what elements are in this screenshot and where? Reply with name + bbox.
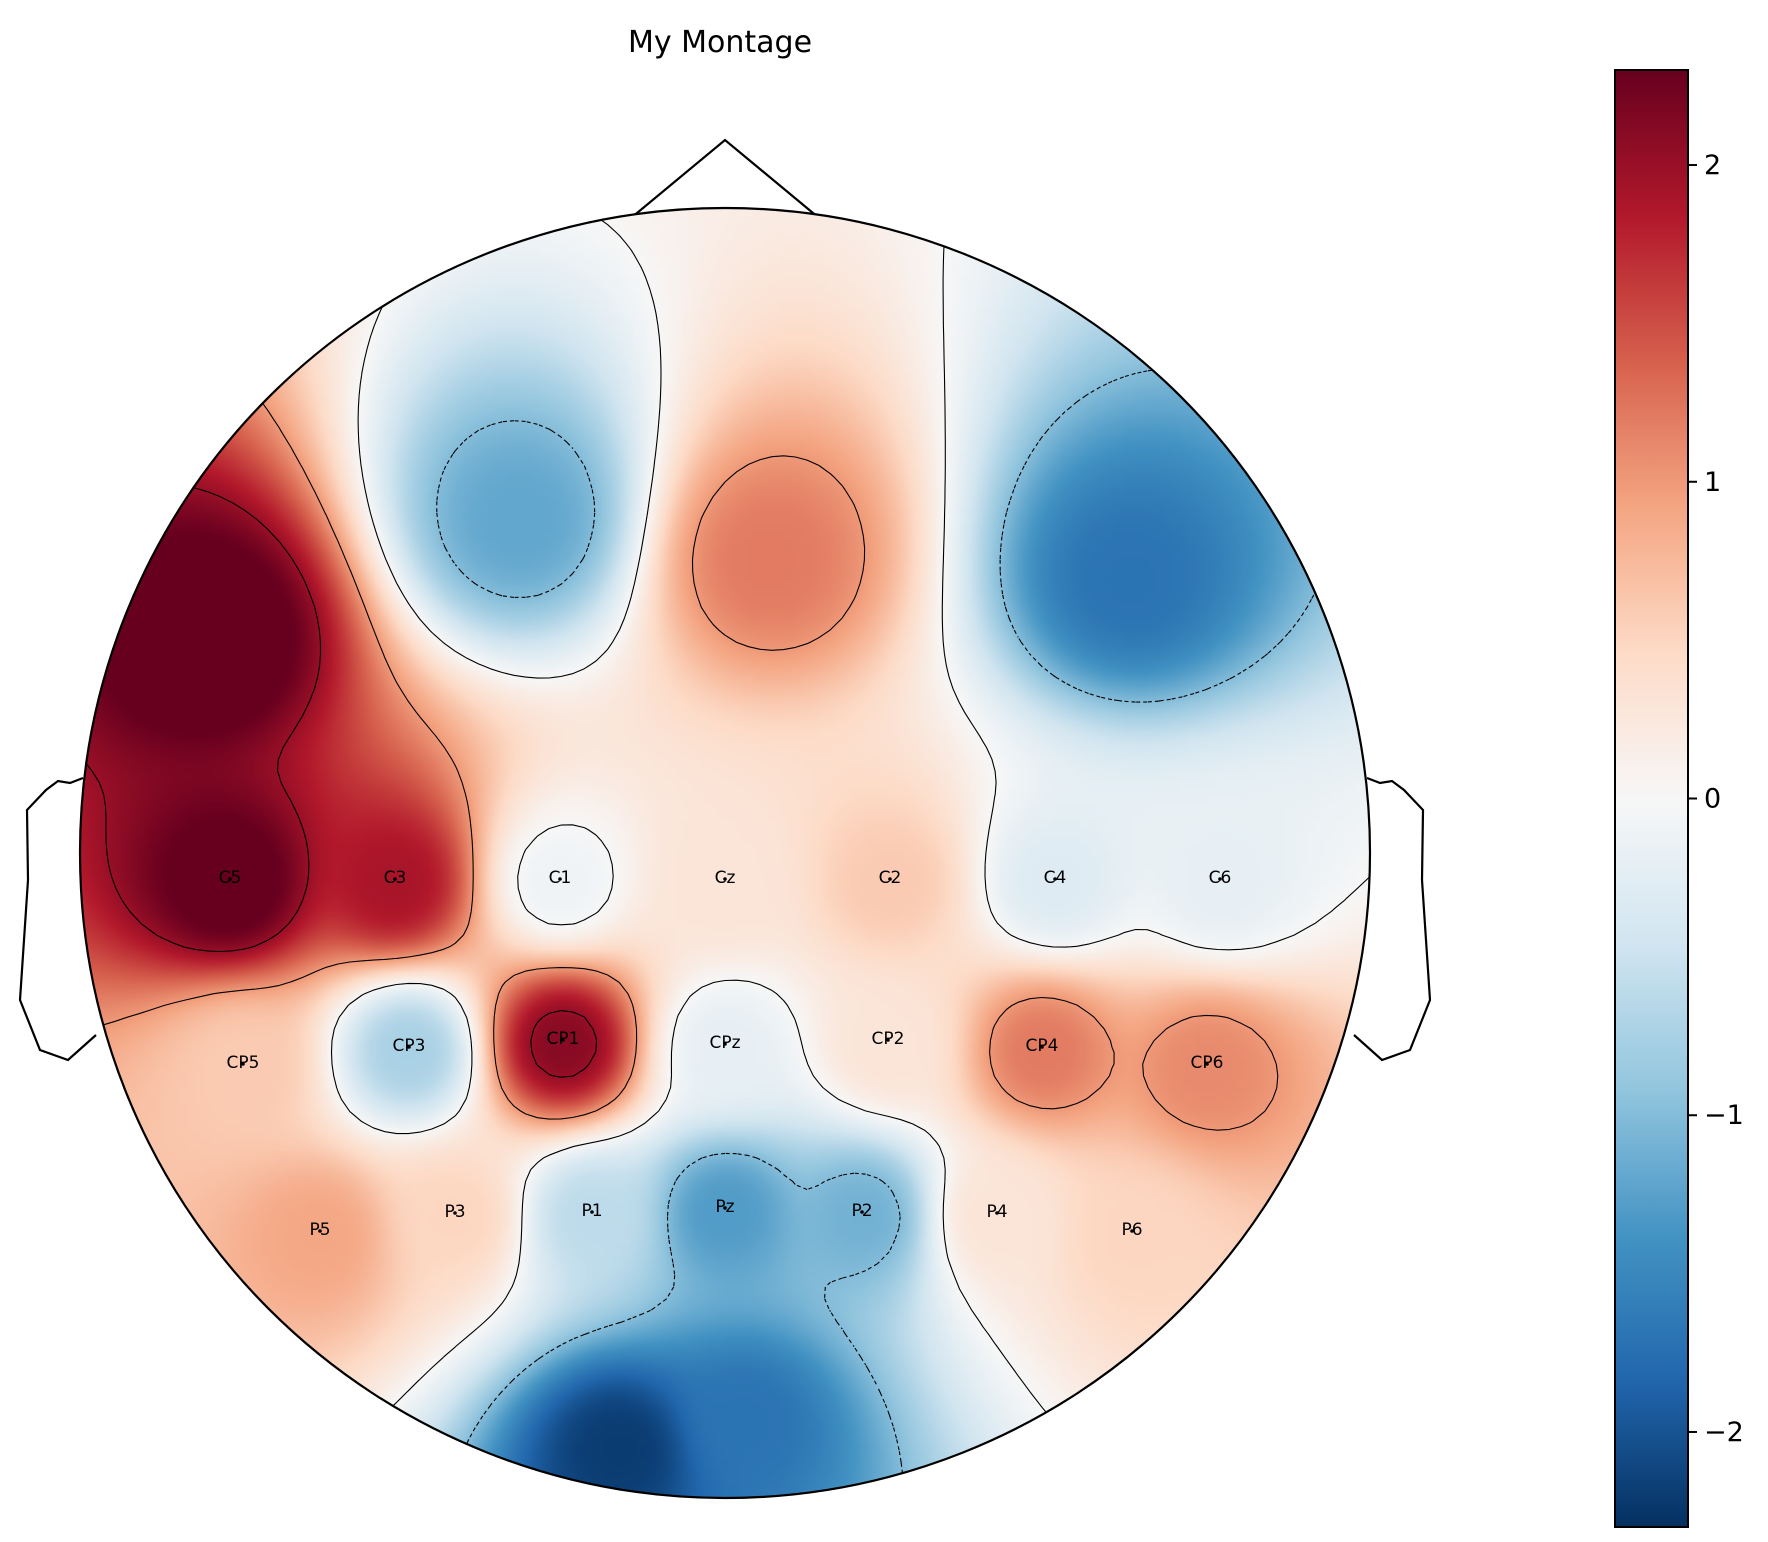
- electrode-label-cp5: CP5: [227, 1053, 260, 1073]
- electrode-marker-cp4: [1040, 1045, 1044, 1049]
- electrode-marker-c3: [393, 877, 397, 881]
- colorbar-tick-label: 2: [1704, 150, 1721, 181]
- electrode-marker-c2: [888, 877, 892, 881]
- electrode-label-p4: P4: [986, 1202, 1007, 1222]
- electrode-marker-cp5: [241, 1062, 245, 1066]
- electrode-label-p6: P6: [1121, 1220, 1142, 1240]
- electrode-label-p3: P3: [444, 1202, 465, 1222]
- colorbar-tick-label: 0: [1704, 784, 1721, 815]
- electrode-label-cp2: CP2: [872, 1029, 905, 1049]
- head-outline: [78, 206, 1372, 1500]
- electrode-layer: C5 C3 C1 Cz C2 C4 C6 CP5 CP3 CP1 CPz CP2 CP4 CP6 P5 P3 P…: [219, 868, 1232, 1240]
- colorbar-tick-label: −1: [1704, 1100, 1744, 1131]
- electrode-label-c6: C6: [1209, 868, 1232, 888]
- electrode-label-pz: Pz: [715, 1197, 734, 1217]
- electrode-marker-p3: [453, 1211, 457, 1215]
- right-ear-outline: [1353, 776, 1432, 1062]
- electrode-marker-c6: [1218, 877, 1222, 881]
- electrode-marker-c4: [1053, 877, 1057, 881]
- scalp-field: [80, 208, 1370, 1498]
- colorbar-gradient: [1615, 70, 1688, 1527]
- electrode-marker-cp6: [1205, 1062, 1209, 1066]
- colorbar-tick-label: 1: [1704, 467, 1721, 498]
- electrode-marker-pz: [723, 1206, 727, 1210]
- electrode-label-cpz: CPz: [709, 1033, 740, 1053]
- left-ear-outline: [18, 776, 97, 1062]
- electrode-marker-cz: [723, 877, 727, 881]
- colorbar-ticks: −2 −1 0 1 2: [1688, 150, 1744, 1448]
- electrode-marker-cp2: [886, 1038, 890, 1042]
- electrode-marker-p4: [995, 1211, 999, 1215]
- electrode-label-cp6: CP6: [1191, 1053, 1224, 1073]
- electrode-marker-cp3: [407, 1045, 411, 1049]
- electrode-label-cp1: CP1: [547, 1029, 580, 1049]
- electrode-marker-p6: [1130, 1229, 1134, 1233]
- chart-title: My Montage: [628, 25, 812, 60]
- electrode-marker-cpz: [723, 1042, 727, 1046]
- electrode-label-c4: C4: [1044, 868, 1067, 888]
- electrode-label-p2: P2: [851, 1201, 872, 1221]
- electrode-marker-c1: [558, 877, 562, 881]
- electrode-marker-c5: [228, 877, 232, 881]
- electrode-marker-p5: [318, 1229, 322, 1233]
- electrode-marker-p2: [860, 1210, 864, 1214]
- electrode-label-cp4: CP4: [1026, 1036, 1059, 1056]
- colorbar-tick-label: −2: [1704, 1417, 1744, 1448]
- contour-level-neg1: [436, 367, 1331, 1498]
- electrode-label-c5: C5: [219, 868, 242, 888]
- interpolated-field-image: [80, 208, 1370, 1498]
- electrode-label-p1: P1: [581, 1201, 602, 1221]
- electrode-label-c1: C1: [549, 868, 572, 888]
- electrode-marker-p1: [590, 1210, 594, 1214]
- colorbar: −2 −1 0 1 2: [1614, 69, 1744, 1528]
- electrode-label-c2: C2: [879, 868, 902, 888]
- electrode-label-cz: Cz: [715, 868, 736, 888]
- electrode-label-c3: C3: [384, 868, 407, 888]
- electrode-label-p5: P5: [309, 1220, 330, 1240]
- electrode-marker-cp1: [561, 1038, 565, 1042]
- electrode-label-cp3: CP3: [393, 1036, 426, 1056]
